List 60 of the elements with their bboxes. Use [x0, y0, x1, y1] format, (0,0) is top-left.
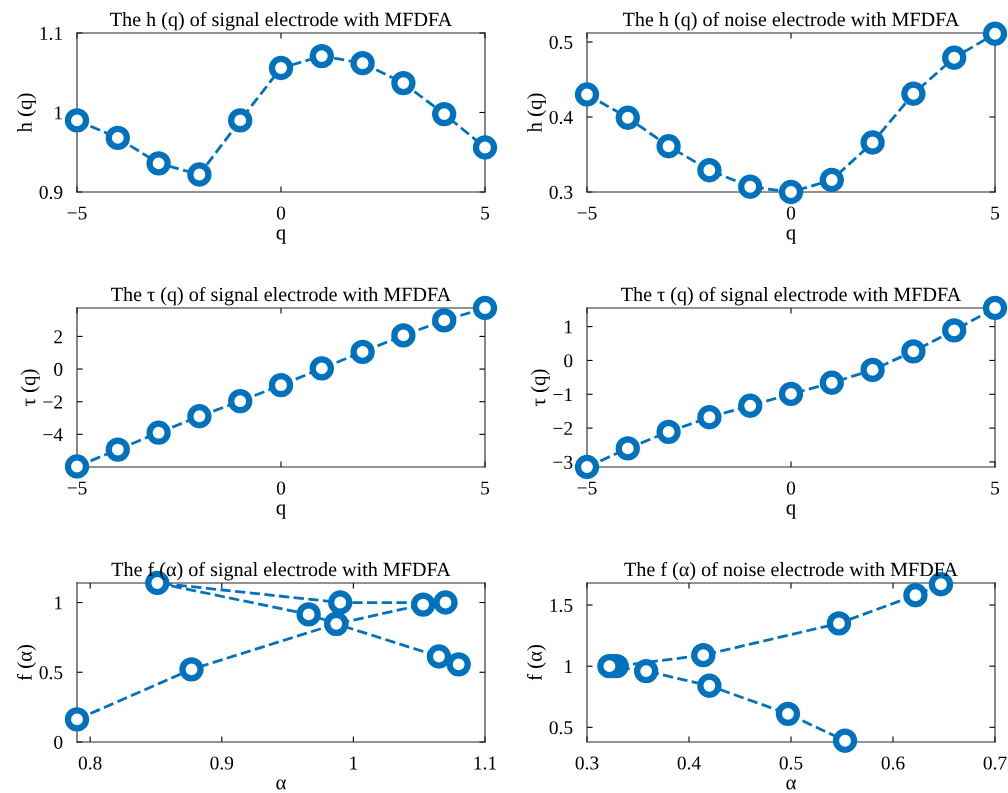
chart-title: The h (q) of noise electrode with MFDFA [622, 11, 960, 31]
chart-title: The f (α) of noise electrode with MFDFA [624, 561, 958, 581]
x-tick-label: −5 [67, 206, 87, 220]
y-tick-label: 1 [565, 660, 572, 673]
chart-title: The h (q) of signal electrode with MFDFA [110, 11, 453, 31]
y-axis-title: τ (q) [20, 369, 40, 406]
x-axis-title: q [276, 229, 286, 244]
x-tick-label: 0 [276, 206, 286, 220]
x-tick-label: 1.1 [474, 756, 496, 770]
x-tick-label: 0.9 [210, 756, 234, 770]
x-tick-label: 0.6 [881, 756, 905, 770]
y-tick-label: −2 [553, 421, 573, 435]
chart-title: The τ (q) of signal electrode with MFDFA [621, 286, 962, 306]
y-tick-label: 0 [54, 362, 63, 376]
x-tick-label: 0 [276, 481, 286, 495]
y-tick-label: 0.5 [39, 666, 63, 680]
y-tick-label: 1 [565, 320, 572, 334]
x-axis-title: q [276, 504, 286, 519]
x-tick-label: −5 [577, 481, 597, 495]
y-axis-title: f (α) [16, 644, 37, 681]
x-axis-title: q [786, 504, 796, 519]
y-tick-label: 2 [54, 330, 63, 344]
x-axis-title: q [786, 229, 796, 244]
x-tick-label: 0.3 [575, 756, 599, 770]
y-tick-label: 0.9 [39, 185, 63, 200]
y-tick-label: −1 [553, 388, 572, 402]
x-tick-label: 0 [786, 481, 796, 495]
y-tick-label: −2 [43, 395, 63, 409]
y-tick-label: 0.3 [549, 185, 573, 200]
y-tick-label: 0 [54, 735, 63, 749]
x-tick-label: 5 [991, 481, 1000, 495]
y-tick-label: 0.5 [549, 721, 573, 735]
y-axis-title: h (q) [17, 93, 37, 133]
y-axis-title: h (q) [527, 93, 547, 133]
y-tick-label: 1 [55, 106, 62, 120]
y-tick-label: −4 [43, 428, 63, 442]
x-tick-label: 1 [350, 756, 358, 770]
x-tick-label: −5 [577, 206, 597, 220]
y-tick-label: −3 [553, 455, 573, 469]
x-tick-label: 0.8 [78, 756, 102, 770]
x-axis-title: α [276, 779, 286, 790]
y-axis-title: τ (q) [530, 369, 550, 406]
x-tick-label: 5 [481, 206, 490, 220]
x-tick-label: 0.5 [779, 756, 803, 770]
x-tick-label: 5 [481, 481, 490, 495]
chart-title: The τ (q) of signal electrode with MFDFA [111, 286, 452, 306]
x-tick-label: 0.7 [983, 756, 1007, 770]
y-axis-title: f (α) [526, 644, 547, 681]
y-tick-label: 1.1 [40, 26, 62, 41]
x-tick-label: 5 [991, 206, 1000, 220]
y-tick-label: 0.4 [549, 110, 573, 125]
y-tick-label: 1 [55, 596, 62, 610]
chart-title: The f (α) of signal electrode with MFDFA [111, 561, 451, 581]
x-tick-label: −5 [67, 481, 87, 495]
x-tick-label: 0.4 [677, 756, 701, 770]
x-axis-title: α [786, 779, 796, 790]
y-tick-label: 0 [564, 354, 573, 368]
y-tick-label: 1.5 [550, 598, 573, 613]
x-tick-label: 0 [786, 206, 796, 220]
y-tick-label: 0.5 [549, 35, 573, 50]
